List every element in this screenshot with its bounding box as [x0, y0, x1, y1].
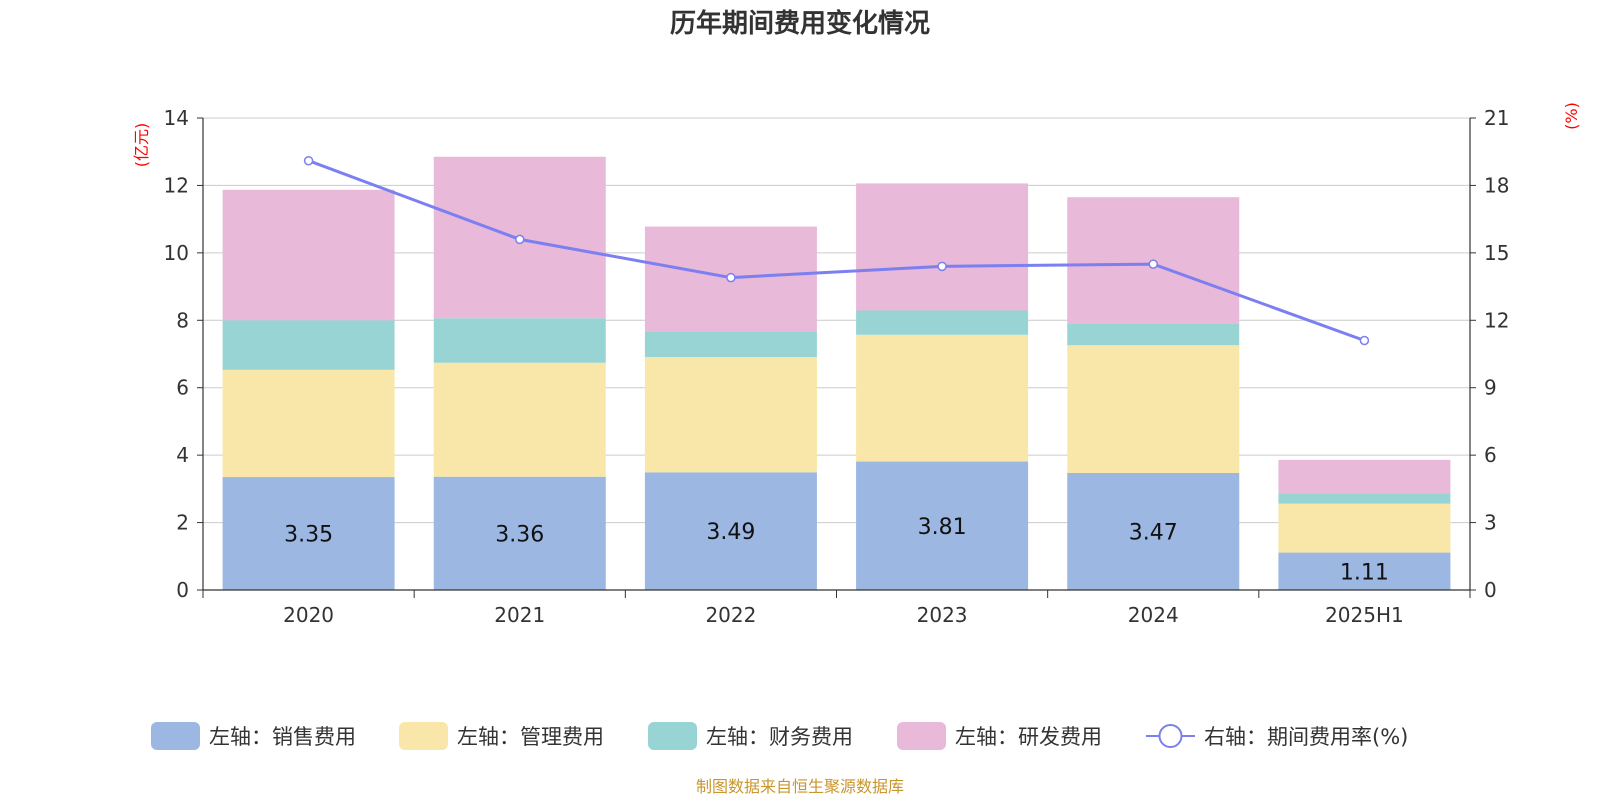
bar-segment-2 — [644, 331, 817, 358]
legend-swatch-3 — [897, 722, 946, 750]
legend-label-0: 左轴：销售费用 — [209, 725, 356, 749]
bar-segment-2 — [433, 318, 606, 363]
bar-segment-2 — [1278, 493, 1451, 504]
bar-data-label: 3.36 — [495, 522, 544, 547]
rate-line — [308, 159, 1365, 342]
bar-segment-3 — [856, 183, 1029, 311]
legend-swatch-2 — [648, 722, 697, 750]
legend-label-3: 左轴：研发费用 — [955, 725, 1102, 749]
plot-area: 0 2 4 6 8 10 12 14 0 3 6 9 12 15 18 21 (亿元) (%) 3.35 3.36 3.… — [132, 102, 1581, 627]
right-axis-unit: (%) — [1562, 102, 1581, 130]
right-tick-label: 6 — [1484, 443, 1497, 467]
right-tick-label: 9 — [1484, 376, 1497, 400]
left-tick-label: 14 — [164, 106, 189, 130]
bar-data-label: 1.11 — [1340, 560, 1389, 585]
chart-title: 历年期间费用变化情况 — [670, 8, 930, 39]
rate-point — [726, 272, 736, 283]
x-tick-label: 2024 — [1128, 603, 1179, 627]
bar-segment-3 — [222, 189, 395, 321]
right-tick-label: 15 — [1484, 241, 1509, 265]
x-tick-label: 2020 — [283, 603, 334, 627]
bar-data-label: 3.49 — [706, 520, 755, 545]
x-tick-label: 2025H1 — [1325, 603, 1404, 627]
bar-segment-1 — [644, 357, 817, 473]
left-tick-label: 12 — [164, 173, 189, 197]
bar-segment-0 — [644, 472, 817, 590]
x-tick-label: 2023 — [917, 603, 968, 627]
right-tick-label: 3 — [1484, 511, 1497, 535]
rate-point — [1148, 259, 1158, 269]
bar-segment-0 — [856, 461, 1029, 590]
legend: 左轴：销售费用 左轴：管理费用 左轴：财务费用 左轴：研发费用 右轴：期间费用率(%) — [151, 722, 1408, 750]
x-tick-label: 2022 — [705, 603, 756, 627]
legend-swatch-0 — [151, 722, 200, 750]
left-tick-label: 0 — [176, 578, 189, 602]
rate-point — [937, 261, 947, 272]
bar-segment-1 — [856, 334, 1029, 462]
legend-marker — [1158, 724, 1183, 748]
bar-segment-0 — [1067, 473, 1240, 590]
left-tick-label: 4 — [176, 443, 189, 467]
bar-data-label: 3.47 — [1129, 521, 1178, 546]
bar-segment-0 — [1278, 552, 1451, 590]
source-note: 制图数据来自恒生聚源数据库 — [696, 777, 904, 796]
bar-segment-0 — [433, 476, 606, 590]
bar-segment-0 — [222, 477, 395, 590]
left-axis-unit: (亿元) — [132, 123, 151, 168]
bar-segment-3 — [1278, 459, 1451, 494]
legend-label-2: 左轴：财务费用 — [706, 725, 853, 749]
rate-point — [515, 234, 525, 245]
right-tick-label: 18 — [1484, 173, 1509, 197]
right-tick-label: 21 — [1484, 106, 1509, 130]
bar-segment-1 — [1278, 503, 1451, 553]
right-tick-label: 12 — [1484, 308, 1509, 332]
bar-segment-1 — [433, 362, 606, 477]
left-tick-label: 8 — [176, 308, 189, 332]
bar-data-label: 3.35 — [284, 523, 333, 548]
right-tick-label: 0 — [1484, 578, 1497, 602]
rate-point — [303, 155, 314, 166]
rate-point — [1359, 335, 1370, 346]
left-tick-label: 10 — [164, 241, 189, 265]
bar-segment-2 — [222, 320, 395, 370]
left-tick-label: 2 — [176, 511, 189, 535]
bar-segment-1 — [222, 369, 395, 478]
legend-label-4: 右轴：期间费用率(%) — [1204, 725, 1408, 749]
bar-segment-2 — [1067, 323, 1240, 346]
legend-label-1: 左轴：管理费用 — [457, 725, 604, 749]
bar-segment-2 — [856, 310, 1029, 335]
bar-data-label: 3.81 — [918, 515, 967, 540]
bar-segment-1 — [1067, 345, 1240, 474]
left-tick-label: 6 — [176, 376, 189, 400]
legend-swatch-1 — [399, 722, 448, 750]
x-tick-label: 2021 — [494, 603, 545, 627]
